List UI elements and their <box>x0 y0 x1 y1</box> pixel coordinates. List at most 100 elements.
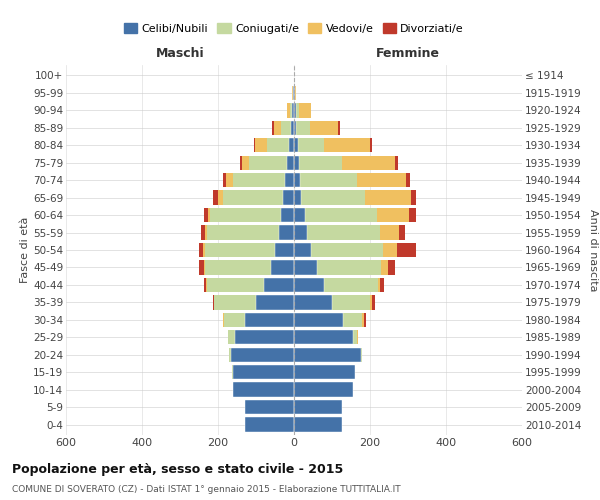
Bar <box>275 243 294 257</box>
Bar <box>409 208 416 222</box>
Bar <box>271 260 294 274</box>
Bar <box>232 365 233 380</box>
Bar <box>294 173 300 188</box>
Bar <box>294 365 355 380</box>
Bar <box>294 348 361 362</box>
Bar <box>206 278 263 292</box>
Bar <box>370 138 372 152</box>
Bar <box>235 330 294 344</box>
Bar <box>263 278 294 292</box>
Bar <box>254 138 255 152</box>
Bar <box>305 208 377 222</box>
Text: Femmine: Femmine <box>376 47 440 60</box>
Bar <box>205 243 275 257</box>
Bar <box>263 278 294 292</box>
Bar <box>233 173 284 188</box>
Bar <box>294 260 317 274</box>
Bar <box>203 278 206 292</box>
Bar <box>283 190 294 205</box>
Bar <box>353 330 358 344</box>
Bar <box>293 86 294 100</box>
Bar <box>274 120 281 135</box>
Bar <box>296 103 299 118</box>
Bar <box>395 156 398 170</box>
Bar <box>208 208 211 222</box>
Bar <box>229 348 232 362</box>
Bar <box>370 295 372 310</box>
Bar <box>364 312 366 327</box>
Bar <box>294 190 301 205</box>
Bar <box>325 278 377 292</box>
Bar <box>200 226 205 239</box>
Bar <box>342 156 395 170</box>
Bar <box>256 295 294 310</box>
Bar <box>245 400 294 414</box>
Bar <box>294 295 332 310</box>
Bar <box>294 86 295 100</box>
Bar <box>294 348 361 362</box>
Bar <box>214 190 218 205</box>
Bar <box>294 190 301 205</box>
Bar <box>223 190 283 205</box>
Bar <box>294 120 296 135</box>
Text: Popolazione per età, sesso e stato civile - 2015: Popolazione per età, sesso e stato civil… <box>12 462 343 475</box>
Bar <box>279 226 294 239</box>
Bar <box>289 138 294 152</box>
Bar <box>226 173 233 188</box>
Bar <box>294 103 296 118</box>
Bar <box>235 330 294 344</box>
Bar <box>292 103 294 118</box>
Bar <box>211 208 281 222</box>
Bar <box>300 173 356 188</box>
Bar <box>294 400 341 414</box>
Bar <box>287 156 294 170</box>
Bar <box>361 348 362 362</box>
Bar <box>294 295 332 310</box>
Bar <box>294 243 311 257</box>
Bar <box>397 243 416 257</box>
Bar <box>240 156 242 170</box>
Bar <box>377 208 409 222</box>
Bar <box>294 103 296 118</box>
Legend: Celibi/Nubili, Coniugati/e, Vedovi/e, Divorziati/e: Celibi/Nubili, Coniugati/e, Vedovi/e, Di… <box>119 19 469 38</box>
Bar <box>380 226 398 239</box>
Bar <box>233 365 294 380</box>
Bar <box>232 348 294 362</box>
Bar <box>289 138 294 152</box>
Bar <box>255 138 266 152</box>
Bar <box>294 86 295 100</box>
Bar <box>233 365 294 380</box>
Bar <box>228 330 235 344</box>
Bar <box>294 243 311 257</box>
Bar <box>293 86 294 100</box>
Bar <box>372 295 374 310</box>
Bar <box>294 138 298 152</box>
Bar <box>362 312 364 327</box>
Bar <box>203 243 205 257</box>
Bar <box>233 382 294 397</box>
Bar <box>301 190 365 205</box>
Bar <box>283 190 294 205</box>
Bar <box>380 278 385 292</box>
Bar <box>203 208 208 222</box>
Bar <box>398 226 406 239</box>
Bar <box>218 190 223 205</box>
Bar <box>266 138 289 152</box>
Bar <box>325 138 370 152</box>
Bar <box>294 312 343 327</box>
Bar <box>281 120 291 135</box>
Bar <box>224 312 245 327</box>
Bar <box>294 156 299 170</box>
Bar <box>291 120 294 135</box>
Bar <box>343 312 362 327</box>
Bar <box>203 260 205 274</box>
Bar <box>294 260 317 274</box>
Bar <box>212 295 214 310</box>
Bar <box>291 120 294 135</box>
Bar <box>299 156 342 170</box>
Bar <box>311 243 383 257</box>
Bar <box>406 173 410 188</box>
Bar <box>294 138 298 152</box>
Bar <box>205 226 206 239</box>
Bar <box>294 418 341 432</box>
